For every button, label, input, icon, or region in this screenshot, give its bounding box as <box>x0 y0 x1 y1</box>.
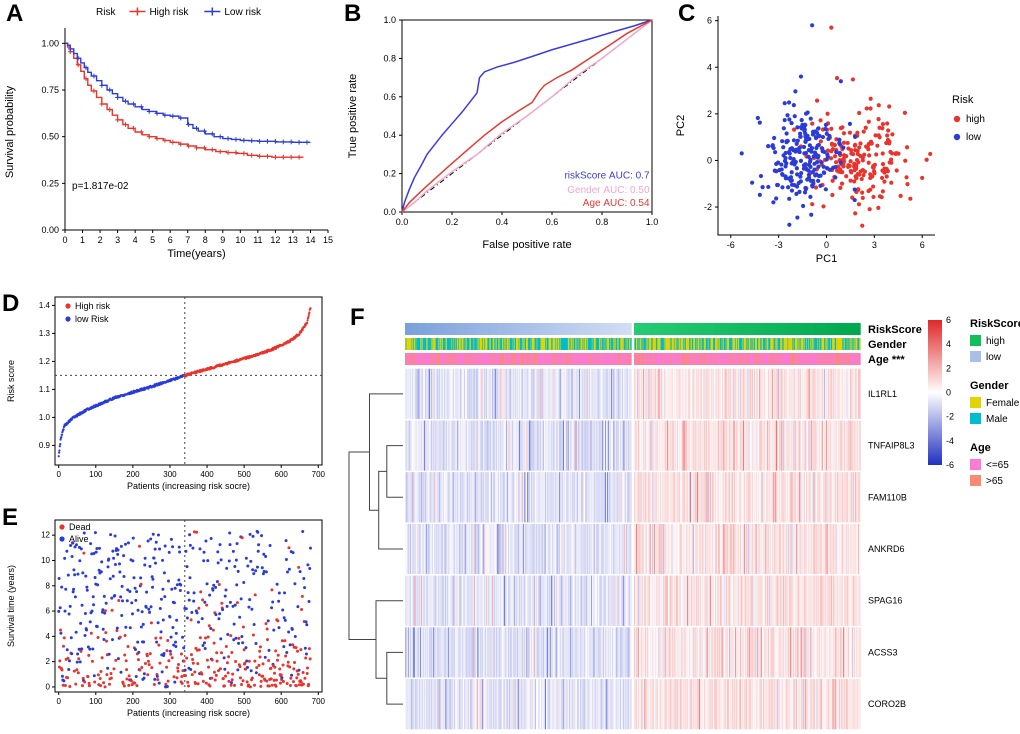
panel-d-risk-score-curve <box>0 285 340 508</box>
panel-label-a: A <box>6 0 24 27</box>
panel-a-survival-curve <box>0 0 340 283</box>
panel-label-f: F <box>350 304 365 331</box>
panel-c-pca-scatter <box>670 0 1020 283</box>
panel-label-b: B <box>344 0 362 27</box>
panel-label-c: C <box>678 0 696 27</box>
panel-e-survival-status-scatter <box>0 508 340 734</box>
panel-label-e: E <box>2 504 19 531</box>
panel-b-roc-curve <box>340 0 670 283</box>
panel-f-expression-heatmap <box>340 295 1020 734</box>
panel-label-d: D <box>2 290 20 317</box>
